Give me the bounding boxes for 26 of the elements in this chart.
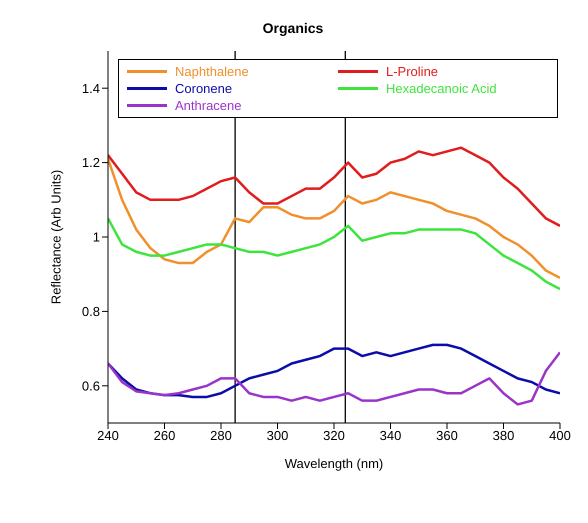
legend-label: Hexadecanoic Acid <box>386 81 497 96</box>
y-axis-title: Reflectance (Arb Units) <box>48 170 64 304</box>
x-tick-label: 300 <box>266 428 288 444</box>
line-series <box>108 146 560 228</box>
y-tick-label: 1.4 <box>82 80 100 96</box>
line-series <box>108 217 560 290</box>
legend-label: Anthracene <box>175 98 242 113</box>
legend-label: L-Proline <box>386 64 438 79</box>
x-tick-label: 380 <box>492 428 514 444</box>
x-tick-label: 340 <box>380 428 402 444</box>
line-series <box>108 158 560 280</box>
x-tick-label: 240 <box>97 428 119 444</box>
y-tick-label: 1 <box>92 230 100 245</box>
x-tick-label: 260 <box>154 428 176 444</box>
x-tick-label: 320 <box>323 428 345 444</box>
y-tick-label: 0.8 <box>82 304 100 320</box>
y-tick-label: 0.6 <box>82 378 100 394</box>
x-tick-label: 280 <box>210 428 232 444</box>
x-tick-label: 360 <box>436 428 458 444</box>
chart-title: Organics <box>262 20 324 36</box>
x-axis-title: Wavelength (nm) <box>284 456 384 471</box>
y-tick-label: 1.2 <box>82 155 100 170</box>
legend-label: Coronene <box>175 81 232 96</box>
x-tick-label: 400 <box>549 428 571 444</box>
legend-label: Naphthalene <box>175 64 249 79</box>
line-series <box>108 351 560 406</box>
